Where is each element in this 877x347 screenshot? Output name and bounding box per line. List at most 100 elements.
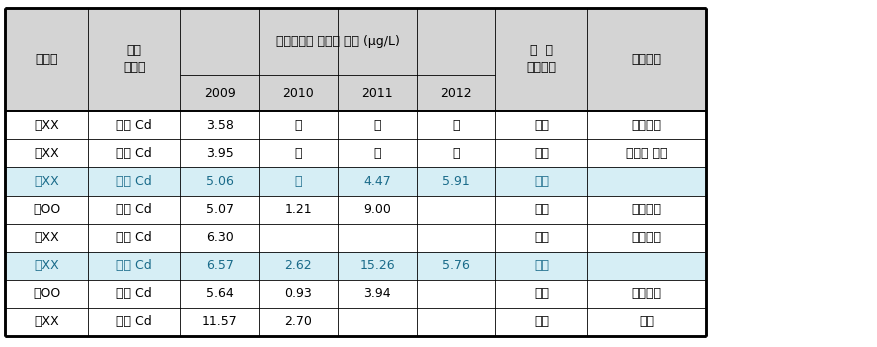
Bar	[496, 280, 588, 308]
Text: 요중 Cd: 요중 Cd	[117, 259, 152, 272]
Text: 대상자: 대상자	[35, 53, 58, 66]
Text: 5.06: 5.06	[206, 175, 233, 188]
Text: 종료: 종료	[534, 315, 549, 328]
Bar	[89, 139, 180, 168]
Text: 3.58: 3.58	[206, 119, 233, 132]
Bar	[338, 75, 417, 111]
Bar	[417, 308, 496, 336]
Bar	[259, 308, 338, 336]
Bar	[259, 111, 338, 139]
Text: 참여거부: 참여거부	[631, 203, 661, 216]
Bar	[338, 195, 417, 223]
Text: 조사연도별 카드뮴 농도 (μg/L): 조사연도별 카드뮴 농도 (μg/L)	[276, 35, 400, 48]
Text: 요중 Cd: 요중 Cd	[117, 315, 152, 328]
Text: 이OO: 이OO	[33, 287, 61, 300]
Bar	[180, 111, 259, 139]
Bar	[588, 168, 706, 195]
Text: 11.57: 11.57	[202, 315, 238, 328]
Bar	[496, 195, 588, 223]
Bar	[259, 280, 338, 308]
Bar	[89, 168, 180, 195]
Bar	[588, 139, 706, 168]
Text: 계  속
조사여부: 계 속 조사여부	[526, 44, 556, 75]
Bar	[259, 75, 338, 111]
Text: －: －	[453, 119, 460, 132]
Text: 9.00: 9.00	[363, 203, 391, 216]
Bar	[417, 280, 496, 308]
Bar	[180, 8, 496, 75]
Bar	[338, 223, 417, 252]
Bar	[180, 75, 259, 111]
Bar	[89, 252, 180, 280]
Text: 5.91: 5.91	[442, 175, 470, 188]
Bar	[588, 111, 706, 139]
Text: 남XX: 남XX	[34, 119, 59, 132]
Text: 2.62: 2.62	[285, 259, 312, 272]
Bar	[180, 308, 259, 336]
Text: 5.07: 5.07	[205, 203, 233, 216]
Text: 6.30: 6.30	[206, 231, 233, 244]
Bar	[89, 223, 180, 252]
Text: 종료: 종료	[534, 147, 549, 160]
Text: 혈중 Cd: 혈중 Cd	[117, 175, 152, 188]
Text: 2012: 2012	[440, 87, 472, 100]
Text: 염XX: 염XX	[34, 147, 59, 160]
Text: 조사: 조사	[534, 175, 549, 188]
Bar	[496, 223, 588, 252]
Text: －: －	[374, 119, 381, 132]
Bar	[496, 308, 588, 336]
Text: 3.95: 3.95	[206, 147, 233, 160]
Bar	[338, 111, 417, 139]
Text: 초과
중금속: 초과 중금속	[123, 44, 146, 75]
Text: －: －	[295, 119, 303, 132]
Bar	[417, 139, 496, 168]
Bar	[338, 280, 417, 308]
Bar	[588, 280, 706, 308]
Bar	[180, 223, 259, 252]
Text: 요중 Cd: 요중 Cd	[117, 231, 152, 244]
Text: 15.26: 15.26	[360, 259, 395, 272]
Bar	[496, 8, 588, 111]
Bar	[417, 168, 496, 195]
Text: 2010: 2010	[282, 87, 314, 100]
Text: 요중 Cd: 요중 Cd	[117, 147, 152, 160]
Text: 정XX: 정XX	[34, 315, 59, 328]
Text: 유OO: 유OO	[33, 203, 61, 216]
Text: －: －	[453, 147, 460, 160]
Text: 0.93: 0.93	[284, 287, 312, 300]
Text: 타지역 거주: 타지역 거주	[625, 147, 667, 160]
Text: 요중 Cd: 요중 Cd	[117, 287, 152, 300]
Bar	[5, 308, 89, 336]
Bar	[338, 139, 417, 168]
Bar	[588, 252, 706, 280]
Text: －: －	[295, 175, 303, 188]
Bar	[180, 139, 259, 168]
Bar	[259, 139, 338, 168]
Bar	[338, 252, 417, 280]
Bar	[496, 168, 588, 195]
Text: 2011: 2011	[361, 87, 393, 100]
Bar	[588, 308, 706, 336]
Text: 종료: 종료	[534, 119, 549, 132]
Text: －: －	[295, 147, 303, 160]
Bar	[180, 168, 259, 195]
Bar	[5, 195, 89, 223]
Text: 유XX: 유XX	[34, 175, 59, 188]
Text: 1.21: 1.21	[285, 203, 312, 216]
Bar	[417, 111, 496, 139]
Text: 종료: 종료	[534, 287, 549, 300]
Text: 2009: 2009	[203, 87, 235, 100]
Bar	[259, 223, 338, 252]
Bar	[417, 223, 496, 252]
Text: 조사: 조사	[534, 259, 549, 272]
Bar	[496, 252, 588, 280]
Bar	[180, 195, 259, 223]
Text: 참여거부: 참여거부	[631, 231, 661, 244]
Text: 이XX: 이XX	[34, 259, 59, 272]
Bar	[5, 139, 89, 168]
Bar	[588, 8, 706, 111]
Text: 요중 Cd: 요중 Cd	[117, 203, 152, 216]
Bar	[5, 252, 89, 280]
Bar	[338, 168, 417, 195]
Text: 요중 Cd: 요중 Cd	[117, 119, 152, 132]
